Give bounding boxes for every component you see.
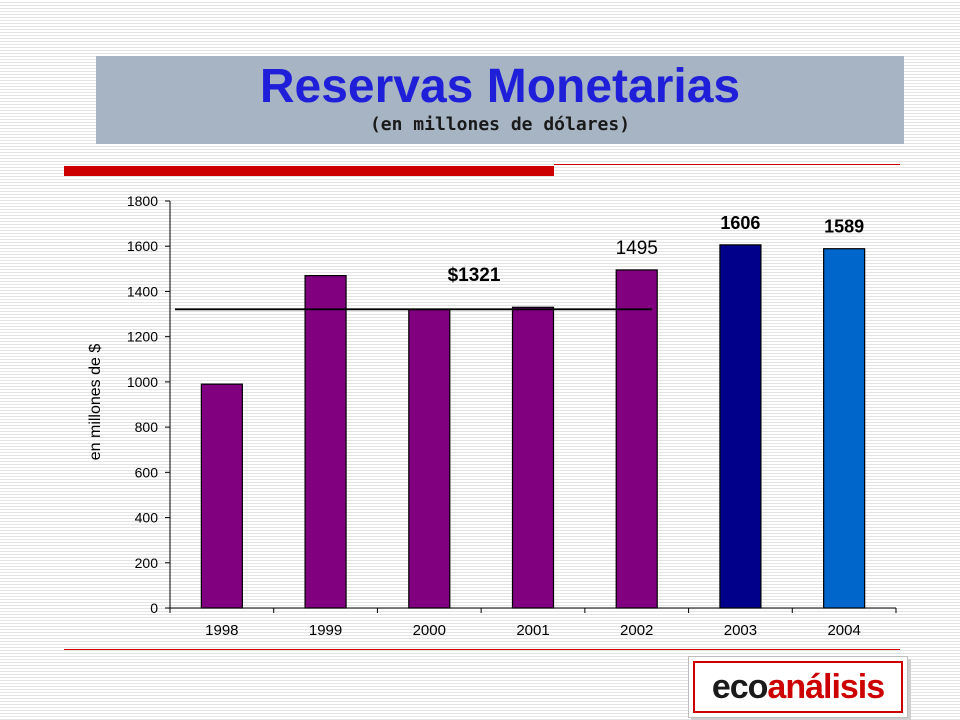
logo-text-analisis: análisis <box>767 668 885 706</box>
bar-2001 <box>511 306 555 609</box>
y-tick-label: 1400 <box>127 283 158 299</box>
bar-2003 <box>719 244 762 609</box>
value-label-2002: 1495 <box>616 238 658 259</box>
bar-2002 <box>615 269 658 609</box>
x-tick-label: 1998 <box>205 622 238 639</box>
y-tick-label: 200 <box>135 555 159 571</box>
y-tick-label: 1000 <box>127 374 158 390</box>
y-axis-title: en millones de $ <box>87 344 104 461</box>
red-rule-bottom <box>64 649 900 650</box>
value-label-2004: 1589 <box>824 217 864 237</box>
y-tick-label: 1800 <box>127 193 158 209</box>
y-tick-label: 600 <box>135 464 159 480</box>
bar-1999 <box>304 275 347 609</box>
bar-1998 <box>200 383 243 609</box>
ecoanalisis-logo: ecoanálisis <box>688 656 908 718</box>
x-tick-label: 2003 <box>724 622 757 639</box>
x-tick-label: 2001 <box>516 622 549 639</box>
bar-2004 <box>823 248 866 609</box>
x-tick-label: 1999 <box>309 622 342 639</box>
average-reference-label: $1321 <box>448 265 501 286</box>
x-tick-label: 2000 <box>413 622 446 639</box>
page-title: Reservas Monetarias <box>259 60 741 113</box>
logo-text-eco: eco <box>711 668 769 706</box>
bar-2000 <box>408 308 451 609</box>
y-tick-label: 0 <box>150 600 158 616</box>
page-subtitle: (en millones de dólares) <box>369 114 631 135</box>
x-tick-label: 2004 <box>827 622 860 639</box>
x-tick-label: 2002 <box>620 622 653 639</box>
logo-wordmark: ecoanálisis <box>693 661 903 713</box>
y-tick-label: 1600 <box>127 238 158 254</box>
red-accent-bar <box>64 166 554 176</box>
y-tick-label: 800 <box>135 419 159 435</box>
red-rule-top <box>554 164 900 165</box>
y-tick-label: 1200 <box>127 329 158 345</box>
title-box: Reservas Monetarias (en millones de dóla… <box>96 56 904 144</box>
y-tick-label: 400 <box>135 510 159 526</box>
value-label-2003: 1606 <box>720 213 760 233</box>
